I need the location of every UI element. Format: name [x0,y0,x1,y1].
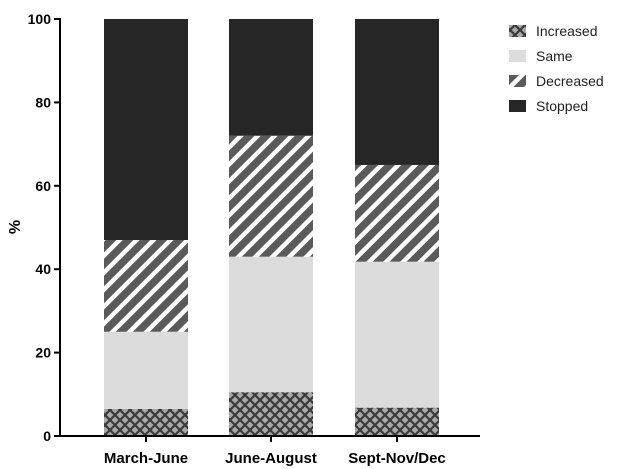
x-axis: March-June June-August Sept-Nov/Dec [59,435,480,467]
bar-decreased-1 [104,240,188,332]
legend-label-same: Same [536,48,573,64]
bar-same-1 [104,331,188,409]
legend-swatch-stopped [509,100,526,112]
x-category-label: Sept-Nov/Dec [348,450,446,467]
y-tick-label: 80 [35,94,51,110]
legend-label-stopped: Stopped [536,98,588,114]
bar-decreased-2 [229,135,313,257]
bar-increased-3 [355,407,439,436]
bar-stopped-3 [355,19,439,165]
y-tick-label: 100 [28,11,52,27]
bar-same-2 [229,256,313,393]
plot-area [104,19,439,436]
legend-label-increased: Increased [536,23,597,39]
y-tick-label: 60 [35,178,51,194]
legend: Increased Same Decreased Stopped [509,23,604,114]
legend-swatch-increased [509,25,526,37]
x-category-label: June-August [225,450,317,467]
bar-increased-1 [104,408,188,436]
x-category-label: March-June [104,450,188,467]
bar-same-3 [355,261,439,408]
bar-stopped-2 [229,19,313,136]
legend-swatch-decreased [509,75,526,87]
y-axis-label: % [7,220,24,234]
y-tick-label: 0 [43,428,51,444]
y-tick-label: 20 [35,345,51,361]
legend-swatch-same [509,50,526,62]
y-axis: 0 20 40 60 80 100 [28,11,61,444]
y-tick-label: 40 [35,261,51,277]
bar-decreased-3 [355,164,439,262]
bar-stopped-1 [104,19,188,241]
legend-label-decreased: Decreased [536,73,604,89]
bar-increased-2 [229,392,313,436]
